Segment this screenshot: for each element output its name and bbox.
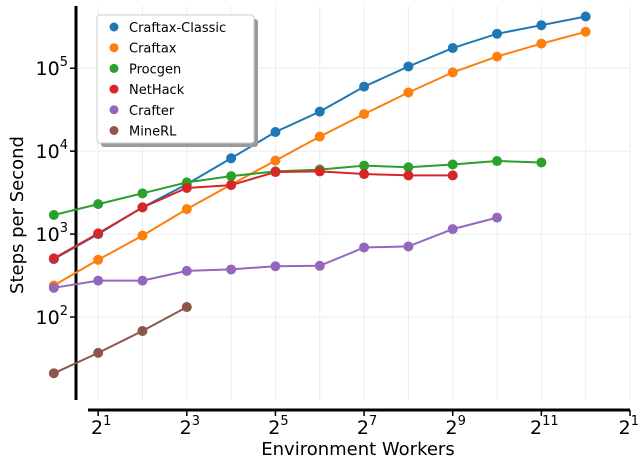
data-point	[226, 180, 237, 191]
grid	[76, 6, 631, 400]
x-tick-label: 211	[530, 414, 559, 439]
data-point	[403, 170, 414, 181]
legend-label: Procgen	[129, 62, 181, 77]
data-point	[314, 260, 325, 271]
legend-label: NetHack	[129, 83, 185, 98]
data-point	[137, 325, 148, 336]
data-point	[270, 155, 281, 166]
data-point	[359, 109, 370, 120]
data-point	[181, 204, 192, 215]
legend-box	[96, 14, 255, 144]
data-point	[403, 162, 414, 173]
data-point	[93, 254, 104, 265]
x-tick-label: 213	[619, 414, 640, 439]
data-point	[403, 241, 414, 252]
series-line	[53, 170, 453, 260]
data-point	[48, 253, 59, 264]
data-point	[93, 275, 104, 286]
data-point	[270, 127, 281, 138]
series-crafter	[48, 212, 503, 293]
series-procgen	[48, 156, 547, 220]
series-line	[53, 159, 542, 216]
series-craftax	[48, 26, 591, 291]
data-point	[48, 282, 59, 293]
data-point	[536, 20, 547, 31]
data-point	[536, 157, 547, 168]
y-axis-label: Steps per Second	[7, 136, 28, 294]
series-layer	[48, 11, 591, 379]
data-point	[492, 28, 503, 39]
legend: Craftax-Classic Craftax Procgen NetHack Craf…	[96, 14, 258, 147]
data-point	[226, 171, 237, 182]
series-line	[53, 306, 188, 375]
x-tick-label: 23	[180, 414, 200, 439]
series-minerl	[48, 302, 192, 379]
data-point	[492, 156, 503, 167]
legend-marker	[109, 63, 119, 73]
axes	[70, 6, 631, 416]
legend-marker	[109, 126, 119, 135]
data-point	[403, 87, 414, 98]
data-point	[580, 11, 591, 22]
data-point	[492, 51, 503, 62]
legend-marker	[109, 22, 119, 32]
y-tick-label: 105	[36, 55, 68, 80]
data-point	[447, 170, 458, 181]
data-point	[447, 43, 458, 54]
legend-label: MineRL	[129, 125, 177, 140]
x-axis-label: Environment Workers	[261, 439, 454, 458]
legend-marker	[109, 84, 119, 94]
data-point	[137, 202, 148, 213]
data-point	[359, 160, 370, 171]
x-tick-label: 29	[446, 414, 466, 439]
data-point	[314, 131, 325, 142]
y-tick-label: 104	[36, 138, 68, 163]
data-point	[93, 199, 104, 210]
data-point	[137, 230, 148, 241]
y-tick-label: 103	[36, 221, 68, 246]
data-point	[93, 228, 104, 239]
series-nethack	[48, 166, 458, 264]
data-point	[270, 261, 281, 272]
data-point	[314, 106, 325, 117]
legend-marker	[109, 105, 119, 115]
legend-label: Craftax	[129, 42, 177, 57]
x-tick-label: 25	[268, 414, 288, 439]
data-point	[447, 159, 458, 170]
data-point	[181, 182, 192, 193]
x-tick-label: 21	[91, 414, 111, 439]
data-point	[314, 166, 325, 177]
data-point	[181, 302, 192, 313]
legend-marker	[109, 43, 119, 53]
legend-label: Craftax-Classic	[129, 21, 226, 36]
data-point	[447, 67, 458, 78]
data-point	[359, 242, 370, 253]
data-point	[137, 188, 148, 199]
data-point	[48, 368, 59, 379]
x-tick-label: 27	[357, 414, 377, 439]
data-point	[403, 61, 414, 72]
data-point	[226, 153, 237, 164]
data-point	[536, 38, 547, 49]
data-point	[48, 209, 59, 220]
data-point	[93, 347, 104, 358]
data-point	[359, 169, 370, 180]
data-point	[359, 81, 370, 92]
data-point	[137, 275, 148, 286]
data-point	[181, 265, 192, 276]
y-tick-label: 102	[36, 304, 68, 329]
data-point	[447, 224, 458, 235]
legend-label: Crafter	[129, 104, 175, 119]
tick-labels: 102 103 104 105 21 23 25 27 29 211 213	[36, 55, 640, 439]
data-point	[580, 26, 591, 37]
data-point	[492, 212, 503, 223]
data-point	[226, 264, 237, 275]
data-point	[270, 167, 281, 178]
